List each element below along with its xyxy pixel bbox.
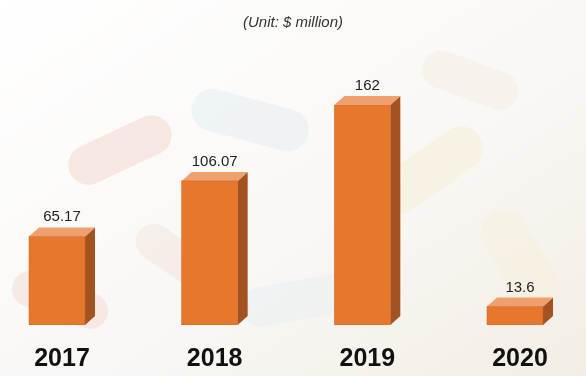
data-label: 162	[355, 76, 380, 93]
bar-side	[238, 172, 248, 325]
bar-faces	[29, 96, 553, 325]
bar-top	[334, 96, 400, 105]
x-axis: 2017 2018 2019 2020	[34, 343, 548, 371]
bar	[334, 105, 390, 325]
chart: (Unit: $ million)65.17106.0716213.620172…	[0, 0, 586, 376]
bar-top	[487, 298, 553, 307]
bar	[487, 307, 543, 325]
bars	[29, 105, 543, 325]
title: (Unit: $ million)	[243, 13, 343, 30]
x-tick-label: 2019	[340, 343, 396, 371]
bar-side	[390, 96, 400, 325]
data-label: 13.6	[505, 278, 534, 295]
x-tick-label: 2017	[34, 343, 90, 371]
data-labels: 65.17 106.07 162 13.6	[43, 76, 534, 295]
bar	[29, 236, 85, 325]
x-tick-label: 2018	[187, 343, 243, 371]
x-tick-label: 2020	[492, 343, 548, 371]
bar-top	[182, 172, 248, 181]
background	[0, 0, 586, 376]
bar	[182, 181, 238, 325]
bar-top	[29, 227, 95, 236]
bar-side	[85, 227, 95, 325]
data-label: 106.07	[192, 152, 238, 169]
background-veil	[0, 0, 586, 376]
data-label: 65.17	[43, 207, 81, 224]
